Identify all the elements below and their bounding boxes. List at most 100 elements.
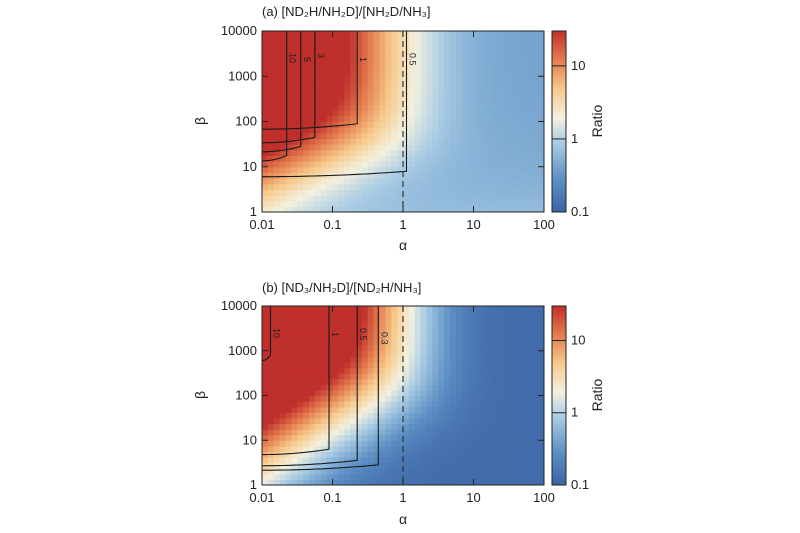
heatmap-cell: [526, 350, 533, 357]
heatmap-cell: [538, 70, 544, 77]
heatmap-cell: [267, 81, 275, 89]
heatmap-cell: [532, 200, 539, 207]
heatmap-cell: [432, 93, 439, 100]
heatmap-cell: [514, 479, 522, 485]
heatmap-cell: [538, 457, 544, 464]
heatmap-cell: [361, 81, 369, 89]
heatmap-cell: [508, 144, 516, 151]
heatmap-cell: [320, 445, 328, 453]
heatmap-cell: [491, 189, 498, 196]
heatmap-cell: [444, 333, 451, 341]
heatmap-cell: [373, 70, 381, 77]
heatmap-cell: [520, 189, 527, 196]
heatmap-cell: [450, 473, 457, 480]
heatmap-cell: [450, 350, 457, 357]
heatmap-cell: [379, 149, 386, 157]
heatmap-cell: [508, 479, 516, 485]
heatmap-cell: [432, 434, 439, 441]
heatmap-cell: [373, 423, 381, 430]
heatmap-cell: [479, 206, 486, 212]
heatmap-cell: [285, 479, 292, 485]
heatmap-cell: [408, 434, 416, 441]
heatmap-cell: [379, 195, 386, 202]
heatmap-cell: [426, 373, 433, 380]
heatmap-cell: [438, 149, 445, 157]
heatmap-cell: [332, 104, 339, 111]
heatmap-cell: [314, 59, 322, 66]
heatmap-cell: [461, 479, 469, 485]
heatmap-cell: [291, 53, 298, 60]
heatmap-cell: [502, 132, 510, 140]
x-tick-label: 0.1: [323, 490, 341, 505]
heatmap-cell: [502, 161, 510, 168]
heatmap-cell: [438, 434, 445, 441]
heatmap-cell: [320, 76, 328, 83]
heatmap-cell: [467, 395, 475, 402]
heatmap-cell: [367, 127, 375, 134]
heatmap-cell: [314, 322, 322, 329]
heatmap-cell: [338, 178, 345, 185]
heatmap-cell: [526, 445, 533, 453]
heatmap-cell: [367, 195, 375, 202]
heatmap-cell: [326, 311, 334, 318]
heatmap-cell: [420, 451, 428, 458]
y-tick-label: 1000: [228, 68, 257, 83]
heatmap-cell: [502, 423, 510, 430]
heatmap-cell: [538, 87, 544, 94]
heatmap-cell: [491, 361, 498, 369]
heatmap-cell: [403, 378, 410, 385]
heatmap-cell: [262, 200, 269, 207]
heatmap-cell: [367, 367, 375, 374]
heatmap-cell: [373, 451, 381, 458]
heatmap-cell: [485, 345, 492, 352]
heatmap-cell: [497, 76, 504, 83]
heatmap-cell: [467, 178, 475, 185]
heatmap-cell: [532, 149, 539, 157]
heatmap-cell: [444, 317, 451, 324]
heatmap-cell: [397, 110, 404, 117]
heatmap-cell: [297, 161, 304, 168]
heatmap-cell: [538, 401, 544, 408]
heatmap-cell: [314, 479, 322, 485]
heatmap-cell: [426, 132, 433, 140]
heatmap-cell: [397, 206, 404, 212]
heatmap-cell: [455, 132, 463, 140]
heatmap-cell: [508, 317, 516, 324]
heatmap-cell: [344, 36, 351, 43]
heatmap-cell: [485, 59, 492, 66]
heatmap-cell: [279, 339, 287, 346]
heatmap-cell: [473, 468, 480, 475]
heatmap-cell: [379, 172, 386, 179]
heatmap-cell: [473, 306, 480, 313]
heatmap-cell: [497, 206, 504, 212]
heatmap-cell: [391, 378, 398, 385]
heatmap-cell: [444, 195, 451, 202]
heatmap-cell: [526, 378, 533, 385]
heatmap-cell: [526, 59, 533, 66]
heatmap-cell: [344, 42, 351, 49]
heatmap-cell: [432, 429, 439, 436]
heatmap-cell: [432, 53, 439, 60]
heatmap-cell: [285, 76, 292, 83]
heatmap-cell: [291, 149, 298, 157]
x-tick-label: 100: [533, 490, 555, 505]
heatmap-cell: [473, 457, 480, 464]
heatmap-cell: [303, 395, 310, 402]
contour-line: [262, 306, 358, 467]
heatmap-cell: [526, 311, 533, 318]
heatmap-cell: [320, 42, 328, 49]
heatmap-cell: [291, 333, 298, 341]
heatmap-cell: [450, 389, 457, 397]
heatmap-cell: [361, 172, 369, 179]
heatmap-cell: [532, 87, 539, 94]
heatmap-cell: [344, 183, 351, 190]
heatmap-cell: [485, 328, 492, 335]
heatmap-cell: [373, 345, 381, 352]
heatmap-cell: [450, 59, 457, 66]
heatmap-cell: [356, 98, 363, 106]
heatmap-cell: [314, 149, 322, 157]
heatmap-cell: [538, 47, 544, 55]
heatmap-cell: [297, 311, 304, 318]
heatmap-cell: [432, 76, 439, 83]
heatmap-cell: [385, 87, 392, 94]
